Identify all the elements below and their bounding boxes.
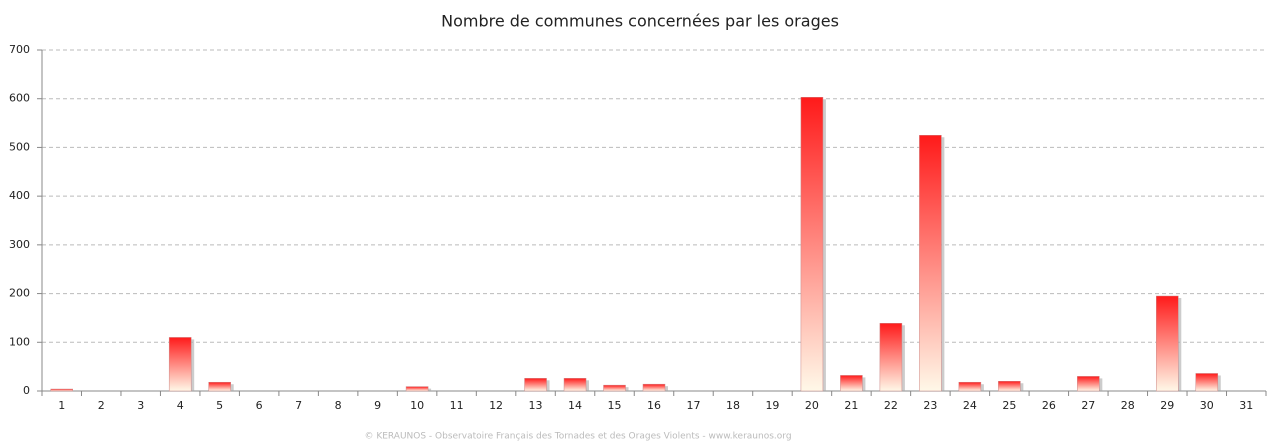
bar (603, 384, 626, 392)
bar (1156, 295, 1179, 392)
bar (1195, 373, 1219, 392)
x-tick-label: 24 (963, 399, 977, 412)
x-tick-label: 23 (923, 399, 937, 412)
bar (208, 381, 231, 392)
bar (919, 135, 942, 392)
x-tick-label: 22 (884, 399, 898, 412)
x-tick-label: 29 (1160, 399, 1174, 412)
x-tick-label: 27 (1081, 399, 1095, 412)
bar (405, 386, 429, 392)
bar (800, 97, 824, 392)
x-tick-label: 15 (608, 399, 622, 412)
y-tick-label: 600 (9, 92, 30, 105)
x-tick-label: 18 (726, 399, 740, 412)
bar (642, 383, 666, 392)
x-tick-label: 13 (529, 399, 543, 412)
bar (958, 381, 982, 392)
x-tick-label: 31 (1239, 399, 1253, 412)
x-tick-label: 20 (805, 399, 819, 412)
x-tick-label: 11 (450, 399, 464, 412)
x-tick-label: 25 (1002, 399, 1016, 412)
y-tick-label: 100 (9, 335, 30, 348)
x-tick-label: 30 (1200, 399, 1214, 412)
x-tick-label: 28 (1121, 399, 1135, 412)
y-tick-label: 0 (23, 384, 30, 397)
x-tick-label: 26 (1042, 399, 1056, 412)
x-tick-label: 16 (647, 399, 661, 412)
y-tick-label: 200 (9, 287, 30, 300)
y-tick-label: 700 (9, 43, 30, 56)
bar (879, 323, 903, 392)
x-tick-label: 9 (374, 399, 381, 412)
x-tick-label: 3 (137, 399, 144, 412)
bar (1077, 376, 1100, 392)
footer: © KERAUNOS - Observatoire Français des T… (364, 432, 791, 442)
x-tick-label: 2 (98, 399, 105, 412)
y-tick-label: 300 (9, 238, 30, 251)
bar (840, 375, 863, 392)
bar (168, 337, 192, 392)
y-tick-label: 500 (9, 140, 30, 153)
x-tick-label: 8 (335, 399, 342, 412)
x-tick-label: 12 (489, 399, 503, 412)
bar (50, 388, 73, 392)
x-tick-label: 21 (844, 399, 858, 412)
x-tick-label: 6 (256, 399, 263, 412)
x-tick-label: 19 (765, 399, 779, 412)
x-tick-label: 4 (177, 399, 184, 412)
y-tick-label: 400 (9, 189, 30, 202)
x-tick-label: 5 (216, 399, 223, 412)
x-tick-label: 17 (686, 399, 700, 412)
x-tick-label: 14 (568, 399, 582, 412)
chart-title: Nombre de communes concernées par les or… (441, 12, 839, 31)
bar (563, 378, 587, 392)
x-tick-label: 1 (58, 399, 65, 412)
x-tick-label: 7 (295, 399, 302, 412)
bar (998, 381, 1021, 392)
x-tick-label: 10 (410, 399, 424, 412)
bar (524, 378, 547, 392)
